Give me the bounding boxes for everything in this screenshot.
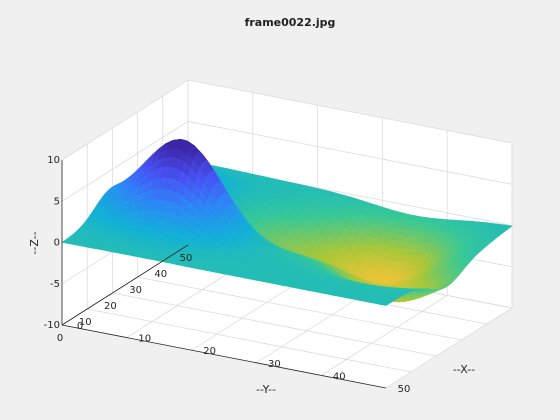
x-tick-label: 40 — [333, 371, 346, 382]
y-axis-label: --Y-- — [256, 383, 276, 396]
y-tick-label: 10 — [79, 317, 92, 328]
z-tick-label: -10 — [44, 320, 60, 331]
y-tick-label: 0 — [57, 333, 63, 344]
x-tick-label: 0 — [77, 321, 83, 332]
y-tick-label: 30 — [129, 285, 142, 296]
z-tick-label: 5 — [54, 196, 60, 207]
z-tick-label: 10 — [47, 155, 60, 166]
x-tick-label: 20 — [203, 346, 216, 357]
x-tick-label: 10 — [138, 334, 151, 345]
chart-title: frame0022.jpg — [245, 16, 336, 29]
z-axis-label: --Z-- — [28, 231, 41, 254]
y-tick-label: 40 — [154, 269, 167, 280]
x-tick-label: 50 — [398, 384, 411, 395]
y-tick-label: 20 — [104, 301, 117, 312]
x-tick-label: 30 — [268, 359, 281, 370]
axis-lines — [61, 160, 387, 389]
surface-mesh — [61, 138, 513, 306]
z-tick-label: 0 — [54, 238, 60, 249]
z-tick-label: -5 — [50, 279, 60, 290]
x-axis-label: --X-- — [453, 363, 475, 376]
y-tick-label: 50 — [180, 253, 193, 264]
